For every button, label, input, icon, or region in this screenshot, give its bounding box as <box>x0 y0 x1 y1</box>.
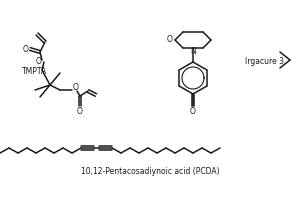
Text: O: O <box>77 106 83 116</box>
Text: O: O <box>36 58 42 66</box>
Text: O: O <box>167 36 173 45</box>
Text: TMPTA: TMPTA <box>22 68 47 76</box>
Text: N: N <box>190 47 196 56</box>
Text: O: O <box>73 84 79 92</box>
Text: O: O <box>190 106 196 116</box>
Text: O: O <box>23 45 29 53</box>
Text: 10,12-Pentacosadiynoic acid (PCDA): 10,12-Pentacosadiynoic acid (PCDA) <box>81 168 219 176</box>
Text: Irgacure 3: Irgacure 3 <box>245 58 284 66</box>
